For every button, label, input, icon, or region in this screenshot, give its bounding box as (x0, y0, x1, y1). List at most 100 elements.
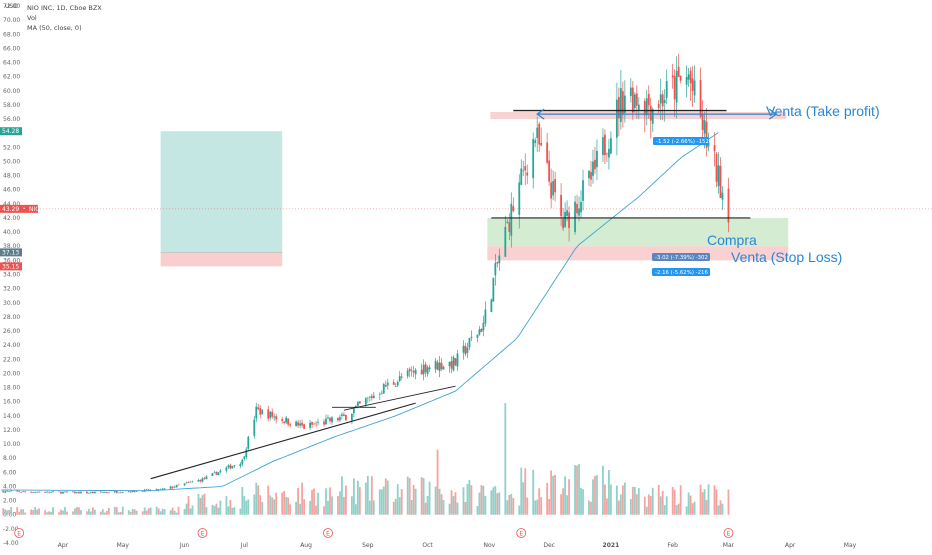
volume-bar (239, 508, 242, 515)
volume-bar (261, 501, 264, 515)
volume-bar (615, 485, 618, 515)
candle-body (215, 472, 218, 475)
candle-body (191, 481, 194, 483)
volume-bar (309, 500, 311, 515)
candle-body (231, 466, 234, 469)
volume-bar (522, 482, 525, 515)
volume-bar (592, 479, 594, 515)
candle-body (86, 491, 88, 494)
arrow-head-left (536, 108, 545, 120)
volume-bar (72, 511, 74, 515)
volume-bar (400, 489, 403, 515)
y-tick-label: -2.00 (3, 526, 19, 533)
volume-bar (554, 475, 557, 515)
candle-body (197, 480, 200, 482)
volume-bar (295, 501, 298, 515)
volume-legend[interactable]: Vol (27, 14, 37, 22)
volume-bar (366, 475, 369, 515)
volume-bar (10, 507, 13, 515)
volume-bar (508, 494, 511, 515)
volume-bar (578, 464, 580, 515)
candle-body (396, 381, 399, 386)
candle-body (46, 491, 48, 493)
candle-body (364, 398, 367, 405)
candle-body (454, 358, 457, 366)
candle-body (645, 98, 648, 116)
volume-bar (352, 478, 355, 515)
candle-body (608, 148, 610, 158)
candle-body (691, 78, 694, 91)
candle-body (426, 367, 429, 374)
volume-bar (255, 482, 258, 515)
volume-bar (562, 488, 564, 515)
candle-body (245, 449, 248, 458)
volume-bar (608, 469, 610, 515)
volume-bar (313, 488, 315, 515)
volume-bar (382, 486, 385, 515)
x-tick-label: 2021 (603, 542, 620, 549)
measure-mid: -3.02 (-7.39%) -302 (655, 255, 708, 261)
y-tick-label: 8.00 (3, 455, 17, 462)
volume-bar (177, 506, 180, 515)
candle-body (588, 170, 590, 179)
y-tick-label: 30.00 (3, 300, 20, 307)
candle-body (568, 212, 570, 229)
candle-body (285, 417, 288, 423)
volume-bar (231, 507, 234, 515)
candle-body (506, 221, 509, 224)
y-tick-label: 28.00 (3, 314, 20, 321)
volume-bar (594, 475, 596, 515)
volume-bar (36, 509, 38, 515)
volume-bar (354, 504, 357, 515)
volume-bar (161, 508, 164, 515)
candle-body (659, 94, 662, 104)
volume-bar (699, 484, 702, 515)
candle-body (225, 467, 228, 471)
candle-body (554, 179, 557, 193)
volume-bar (285, 496, 288, 515)
earnings-letter: E (519, 530, 523, 537)
volume-bar (50, 511, 52, 515)
volume-bar (185, 503, 188, 515)
y-tick-label: 18.00 (3, 385, 20, 392)
stop-zone (160, 252, 283, 267)
volume-bar (129, 511, 132, 515)
volume-bar (8, 509, 11, 515)
stop-loss-label: Venta (Stop Loss) (731, 249, 842, 265)
volume-bar (299, 503, 301, 515)
volume-bar (229, 499, 232, 515)
volume-bar (133, 509, 136, 515)
volume-bar (582, 489, 584, 515)
candle-body (247, 436, 250, 449)
ma-legend[interactable]: MA (50, close, 0) (27, 24, 82, 32)
candle-body (58, 491, 60, 493)
volume-bar (66, 511, 68, 515)
volume-bar (329, 487, 331, 515)
earnings-letter: E (727, 530, 731, 537)
symbol-title[interactable]: NIO INC, 1D, Cboe BZX (27, 4, 102, 12)
y-tick-label: -4.00 (3, 540, 19, 547)
volume-bar (173, 510, 176, 515)
volume-bar (163, 509, 166, 515)
volume-bar (727, 489, 730, 515)
volume-bar (233, 507, 236, 515)
volume-bar (135, 510, 138, 515)
price-tag-bg (0, 248, 22, 257)
x-tick-label: Feb (667, 542, 678, 549)
y-tick-label: 6.00 (3, 469, 17, 476)
volume-bar (117, 512, 120, 515)
candle-body (673, 76, 676, 100)
candle-body (281, 419, 284, 421)
candle-body (699, 80, 702, 117)
candle-body (259, 408, 262, 415)
volume-bar (574, 465, 576, 515)
x-tick-label: May (117, 542, 130, 549)
candle-body (217, 472, 220, 476)
x-tick-label: Sep (362, 542, 374, 549)
volume-bar (159, 511, 162, 515)
volume-bar (368, 500, 371, 515)
candle-body (522, 170, 525, 172)
candle-body (233, 465, 236, 467)
